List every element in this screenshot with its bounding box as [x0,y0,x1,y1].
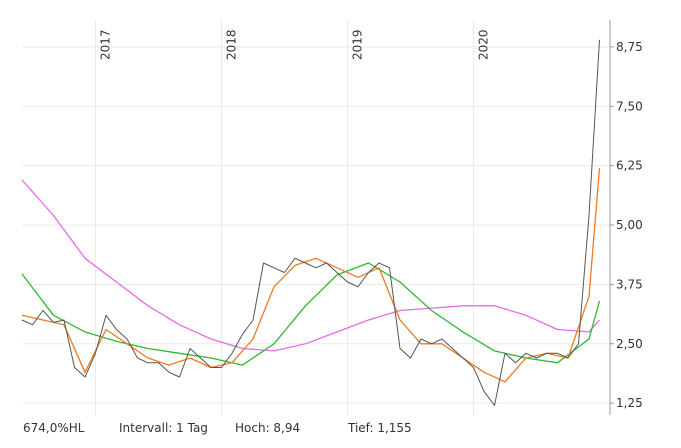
series-line [21,179,600,352]
y-tick-label: 8,75 [616,40,643,54]
series-line [21,167,601,383]
footer-high: Hoch: 8,94 [235,421,301,435]
year-labels: 2017 2018 2019 2020 [99,29,491,60]
year-label: 2017 [99,29,113,60]
footer-interval: Intervall: 1 Tag [119,421,208,435]
year-label: 2020 [477,29,491,60]
y-tick-label: 7,50 [616,99,643,113]
series-layer [21,39,601,406]
year-label: 2018 [225,29,239,60]
y-tick-label: 6,25 [616,159,643,173]
grid [22,20,610,415]
y-axis: 1,25 2,50 3,75 5,00 6,25 7,50 8,75 [609,20,643,415]
y-tick-label: 3,75 [616,277,643,291]
footer-low: Tief: 1,155 [348,421,412,435]
y-tick-label: 1,25 [616,396,643,410]
y-tick-label: 2,50 [616,337,643,351]
year-label: 2019 [351,29,365,60]
series-line [21,39,600,406]
series-line [21,262,601,366]
footer-percent: 674,0%HL [23,421,85,435]
y-tick-label: 5,00 [616,218,643,232]
